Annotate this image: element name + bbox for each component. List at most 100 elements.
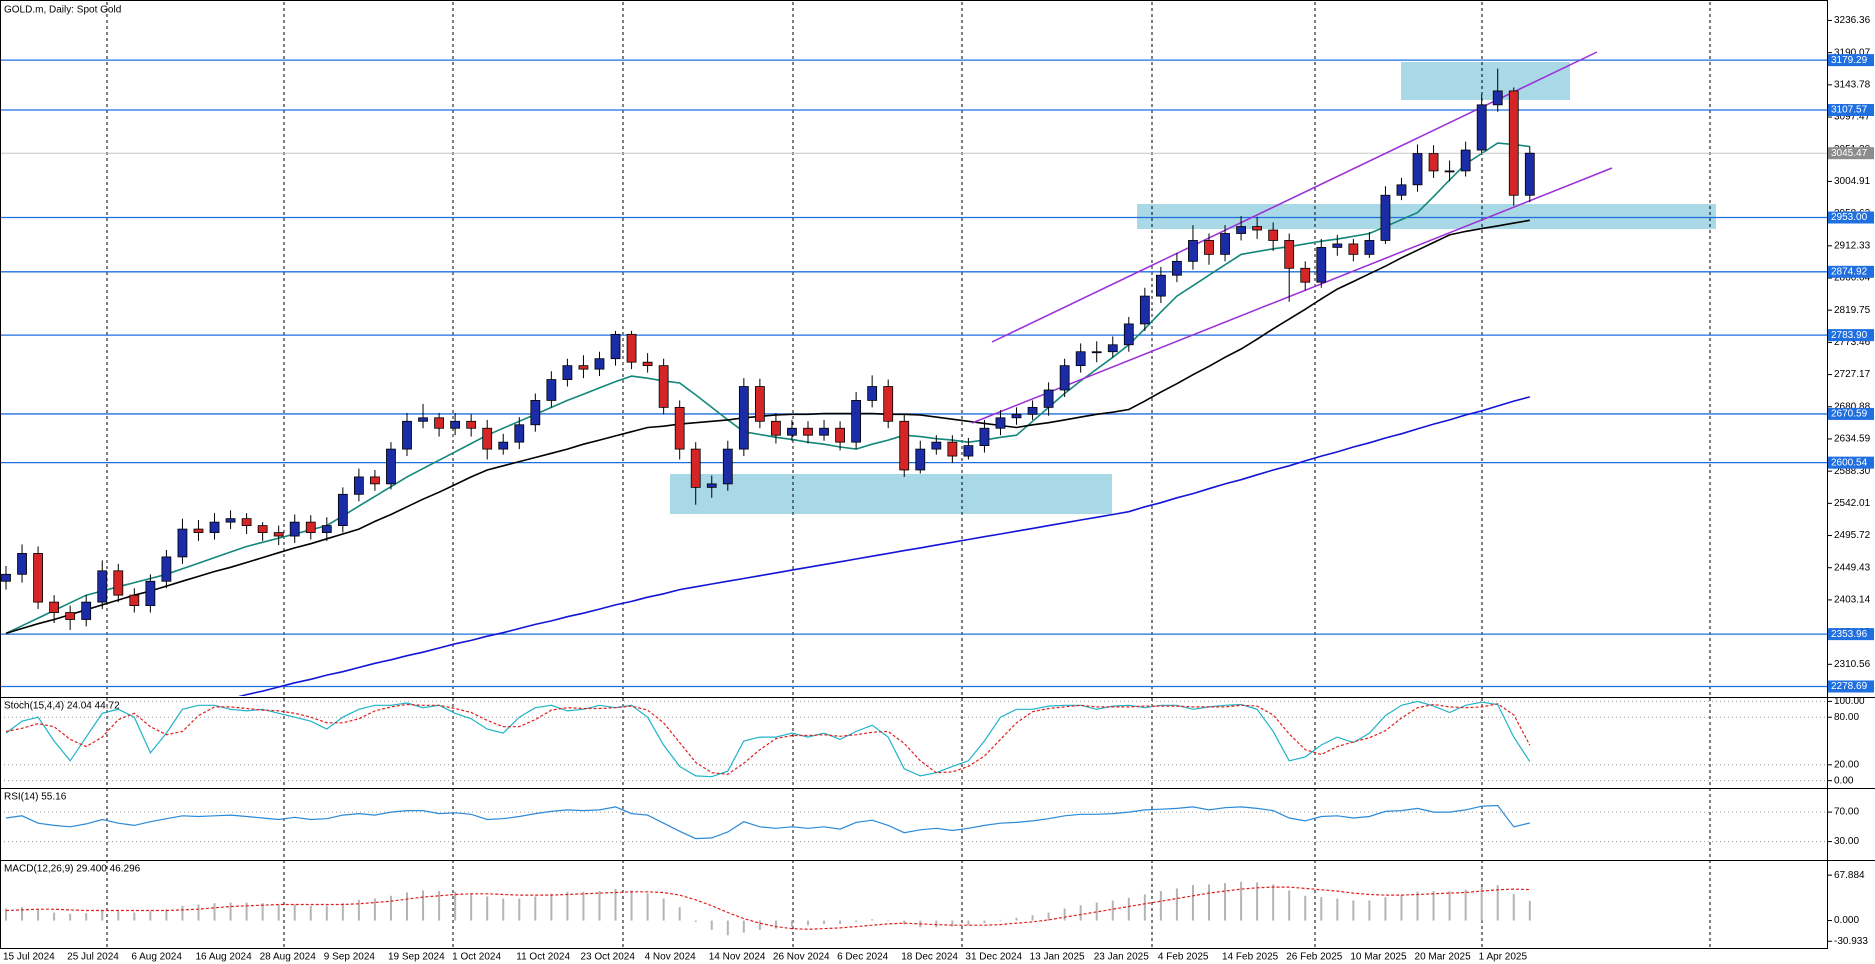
candle-body bbox=[273, 532, 284, 537]
candle-body bbox=[386, 448, 396, 485]
y-tick-label: 0.000 bbox=[1834, 915, 1859, 926]
histogram-bar bbox=[341, 903, 344, 921]
y-tick-label: 100.00 bbox=[1834, 696, 1865, 707]
x-tick-label: 10 Mar 2025 bbox=[1350, 952, 1407, 963]
histogram-bar bbox=[1111, 900, 1114, 921]
histogram-bar bbox=[165, 909, 168, 921]
candle-body bbox=[49, 601, 60, 613]
candle-body bbox=[1204, 240, 1214, 255]
level-label: 2600.54 bbox=[1831, 457, 1868, 468]
candle-body bbox=[1380, 194, 1391, 241]
x-tick-label: 31 Dec 2024 bbox=[965, 952, 1022, 963]
histogram-bar bbox=[742, 920, 745, 933]
candle-body bbox=[482, 427, 493, 450]
x-tick-label: 1 Oct 2024 bbox=[452, 952, 501, 963]
histogram-bar bbox=[807, 920, 809, 926]
candle-body bbox=[129, 594, 140, 606]
candle-body bbox=[17, 553, 27, 575]
candle-body bbox=[1316, 247, 1327, 283]
candle-body bbox=[1107, 344, 1118, 353]
histogram-bar bbox=[887, 919, 890, 921]
histogram-bar bbox=[1159, 891, 1162, 921]
candle-body bbox=[1268, 229, 1279, 241]
histogram-bar bbox=[1015, 917, 1018, 921]
level-label-box bbox=[1828, 265, 1874, 278]
histogram-bar bbox=[582, 891, 585, 921]
channel-line bbox=[971, 167, 1613, 424]
histogram-bar bbox=[1095, 902, 1098, 921]
candle-body bbox=[706, 483, 717, 488]
candle-body bbox=[1300, 267, 1311, 283]
histogram-bar bbox=[790, 920, 793, 927]
histogram-bar bbox=[678, 907, 681, 921]
moving-average bbox=[238, 396, 1531, 696]
histogram-bar bbox=[1480, 887, 1483, 921]
level-label: 2670.59 bbox=[1831, 409, 1868, 420]
x-tick-label: 26 Feb 2025 bbox=[1286, 952, 1343, 963]
y-tick-label: 3190.07 bbox=[1834, 47, 1871, 58]
level-label: 2953.00 bbox=[1831, 212, 1868, 223]
histogram-bar bbox=[486, 896, 489, 921]
y-tick-label: 2819.75 bbox=[1834, 305, 1871, 316]
candle-body bbox=[33, 553, 43, 603]
histogram-bar bbox=[1240, 881, 1243, 921]
zone bbox=[670, 474, 1112, 514]
histogram-bar bbox=[518, 898, 521, 921]
x-tick-label: 1 Apr 2025 bbox=[1479, 952, 1528, 963]
candle-body bbox=[562, 365, 573, 380]
x-tick-label: 9 Sep 2024 bbox=[324, 952, 376, 963]
histogram-bar bbox=[373, 898, 376, 921]
histogram-bar bbox=[710, 920, 713, 930]
y-tick-label: 2403.14 bbox=[1834, 595, 1871, 606]
candle-body bbox=[1396, 184, 1407, 196]
y-tick-label: 2588.30 bbox=[1834, 466, 1871, 477]
histogram-bar bbox=[1384, 897, 1387, 921]
histogram-bar bbox=[1464, 889, 1467, 921]
level-label-box bbox=[1828, 211, 1874, 224]
candle-body bbox=[1027, 406, 1038, 415]
histogram-bar bbox=[277, 904, 280, 921]
candle-body bbox=[738, 386, 749, 450]
candle-body bbox=[113, 570, 124, 596]
y-tick-label: 2866.04 bbox=[1834, 273, 1871, 284]
candle-body bbox=[1172, 260, 1182, 276]
level-label-box bbox=[1828, 407, 1874, 420]
panel-title: MACD(12,26,9) 29.400 46.296 bbox=[4, 864, 141, 875]
moving-average bbox=[5, 142, 1530, 635]
month-separators bbox=[106, 2, 1711, 948]
level-label: 2278.69 bbox=[1831, 681, 1868, 692]
histogram-bar bbox=[758, 920, 761, 930]
histogram-bar bbox=[726, 920, 729, 936]
candle-body bbox=[1476, 104, 1487, 151]
histogram-bar bbox=[951, 920, 954, 927]
histogram-bar bbox=[823, 920, 826, 924]
y-tick-label: 20.00 bbox=[1834, 759, 1859, 770]
candle-body bbox=[610, 333, 621, 360]
histogram-bar bbox=[406, 892, 408, 921]
candle-body bbox=[690, 448, 701, 488]
histogram-bar bbox=[1352, 900, 1355, 921]
histogram-bar bbox=[935, 920, 938, 928]
histogram-bar bbox=[101, 910, 104, 921]
y-tick-label: 2773.46 bbox=[1834, 337, 1871, 348]
x-tick-label: 14 Feb 2025 bbox=[1222, 952, 1279, 963]
candle-body bbox=[1444, 170, 1455, 173]
candle-body bbox=[915, 448, 926, 471]
candle-body bbox=[578, 365, 589, 370]
candle-body bbox=[1011, 413, 1022, 419]
candles bbox=[1, 68, 1535, 630]
histogram-bar bbox=[21, 907, 24, 921]
histogram-bar bbox=[261, 903, 264, 921]
candle-body bbox=[370, 476, 380, 485]
panel-title: Stoch(15,4,4) 24.04 44.72 bbox=[4, 701, 120, 712]
candle-body bbox=[514, 424, 525, 443]
moving-averages bbox=[5, 142, 1531, 696]
candle-body bbox=[1, 573, 11, 582]
indicator-panels: Stoch(15,4,4) 24.04 44.72 RSI(14) 55.16 MA… bbox=[0, 701, 1828, 936]
y-tick-label: 80.00 bbox=[1834, 712, 1859, 723]
histogram-bar bbox=[1368, 900, 1371, 921]
histogram-bar bbox=[5, 908, 7, 921]
histogram-bar bbox=[293, 904, 296, 921]
y-tick-label: 3143.78 bbox=[1834, 79, 1871, 90]
